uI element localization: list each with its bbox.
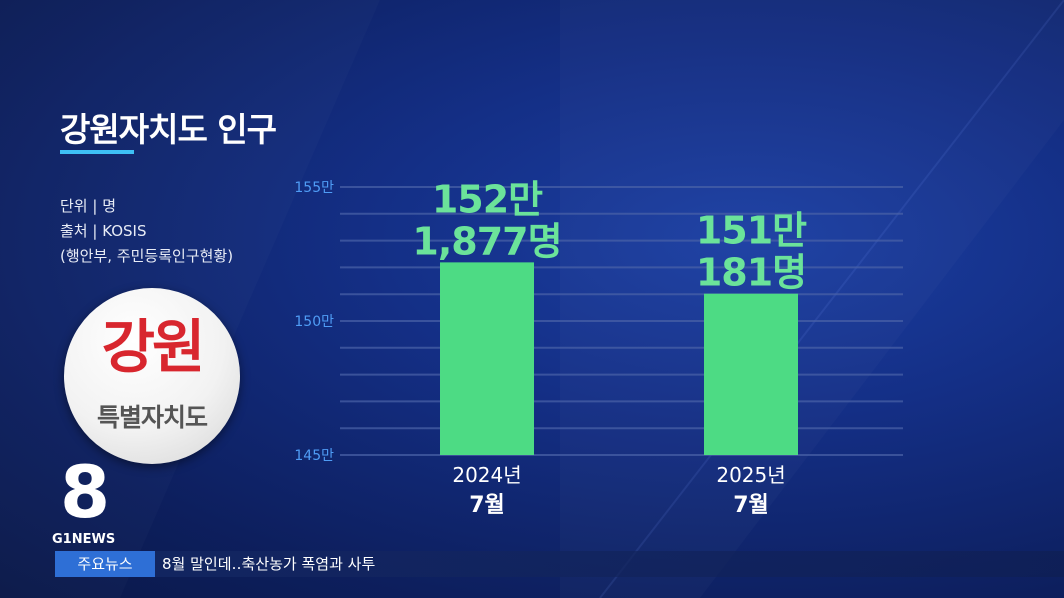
- source-label: 출처 | KOSIS: [60, 222, 147, 240]
- ticker-label: 주요뉴스: [55, 551, 155, 577]
- badge-sub-text: 특별자치도: [96, 403, 208, 432]
- y-tick-label: 155만: [294, 180, 334, 196]
- channel-logo-text: G1NEWS: [52, 532, 116, 547]
- ticker-text: 8월 말인데‥축산농가 폭염과 사투: [162, 555, 376, 573]
- value-label-secondary: 1,877명: [412, 219, 561, 263]
- category-label-month: 7월: [469, 493, 505, 518]
- bar: [440, 262, 534, 455]
- unit-label: 단위 | 명: [60, 197, 116, 215]
- value-label-primary: 152만: [432, 177, 543, 221]
- category-label-month: 7월: [733, 493, 769, 518]
- news-ticker: 주요뉴스 8월 말인데‥축산농가 폭염과 사투: [55, 551, 1064, 577]
- page-title: 강원자치도 인구: [60, 110, 277, 149]
- badge-main-text: 강원: [101, 313, 206, 381]
- channel-logo-number: 8: [59, 450, 111, 534]
- source-detail-label: (행안부, 주민등록인구현황): [60, 247, 234, 265]
- gangwon-badge: 강원 특별자치도: [64, 288, 240, 464]
- title-underline: [60, 150, 134, 154]
- category-label-year: 2025년: [716, 463, 785, 487]
- category-label-year: 2024년: [452, 463, 521, 487]
- y-tick-label: 145만: [294, 448, 334, 464]
- y-tick-label: 150만: [294, 314, 334, 330]
- value-label-primary: 151만: [696, 209, 807, 253]
- value-label-secondary: 181명: [696, 251, 806, 295]
- bar: [704, 293, 798, 455]
